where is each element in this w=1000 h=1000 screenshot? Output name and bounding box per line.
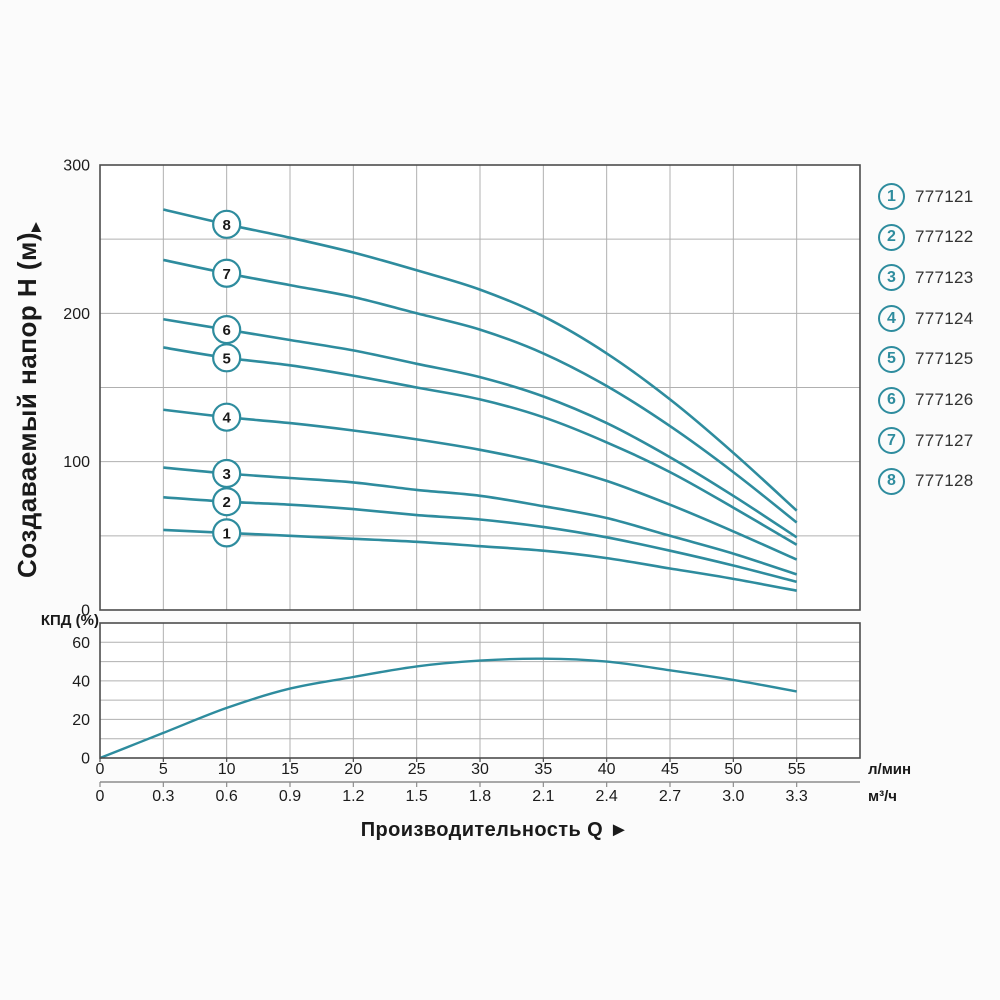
curve-label-circle-7: [212, 258, 242, 288]
x-tick-label-lmin: 10: [218, 761, 236, 778]
efficiency-curve: [99, 657, 797, 760]
pump-curve-8: [163, 208, 798, 512]
x-tick-label-m3h: 3.0: [722, 788, 744, 805]
legend: 1 777121 2 777122 3 777123 4 777124 5 777125 6 7771…: [878, 0, 998, 520]
y-tick-label-efficiency: 40: [72, 673, 90, 690]
legend-item: 4 777124: [878, 305, 974, 333]
x-tick-label-m3h: 0: [96, 788, 105, 805]
pump-curve-6: [163, 317, 798, 539]
x-tick-label-lmin: 40: [598, 761, 616, 778]
curve-label-number-7: 7: [222, 266, 230, 283]
pump-curve-2: [163, 495, 798, 584]
legend-item: 8 777128: [878, 467, 974, 495]
legend-item: 1 777121: [878, 183, 974, 210]
x-unit-lmin: л/мин: [868, 761, 911, 778]
curve-label-number-3: 3: [222, 466, 230, 483]
legend-number-badge: 4: [878, 305, 905, 333]
y-tick-label-main: 0: [81, 603, 90, 620]
x-tick-label-lmin: 25: [408, 761, 426, 778]
legend-item: 6 777126: [878, 386, 974, 414]
y-tick-label-main: 100: [63, 454, 90, 471]
curve-label-circle-3: [212, 458, 242, 489]
x-tick-label-lmin: 55: [788, 761, 806, 778]
x-tick-label-m3h: 2.1: [532, 788, 554, 805]
y-tick-label-main: 300: [63, 158, 90, 175]
x-tick-label-m3h: 0.3: [152, 788, 174, 805]
legend-model-number: 777124: [915, 308, 974, 328]
x-tick-label-lmin: 35: [534, 761, 552, 778]
legend-model-number: 777123: [915, 267, 974, 287]
y-tick-label-main: 200: [63, 306, 90, 323]
curve-label-circle-2: [212, 487, 242, 517]
curve-label-number-2: 2: [222, 494, 230, 511]
x-tick-label-lmin: 15: [281, 761, 299, 778]
legend-number-badge: 7: [878, 427, 905, 455]
curve-label-number-4: 4: [222, 410, 231, 427]
y-tick-label-efficiency: 60: [72, 635, 90, 652]
x-tick-label-lmin: 30: [471, 761, 489, 778]
efficiency-axis-label: КПД (%): [41, 612, 99, 629]
legend-item: 3 777123: [878, 264, 974, 292]
legend-model-number: 777127: [915, 430, 974, 450]
x-tick-label-lmin: 20: [344, 761, 362, 778]
x-tick-label-m3h: 2.4: [596, 788, 618, 805]
pump-curve-1: [163, 528, 797, 592]
x-tick-label-lmin: 45: [661, 761, 679, 778]
curve-label-number-8: 8: [222, 217, 230, 234]
x-tick-label-m3h: 0.6: [216, 788, 238, 805]
x-tick-label-m3h: 3.3: [786, 788, 808, 805]
legend-number-badge: 8: [878, 467, 905, 495]
y-tick-label-efficiency: 0: [81, 751, 90, 768]
pump-curve-3: [163, 466, 798, 576]
legend-number-badge: 2: [878, 223, 905, 251]
x-tick-label-m3h: 2.7: [659, 788, 681, 805]
x-tick-label-m3h: 1.8: [469, 788, 491, 805]
legend-number-badge: 5: [878, 345, 905, 373]
x-unit-m3h: м³/ч: [868, 788, 897, 805]
curve-label-number-6: 6: [222, 322, 230, 339]
x-axis-title: Производительность Q ►: [361, 819, 629, 841]
legend-item: 5 777125: [878, 345, 974, 373]
x-tick-label-lmin: 50: [724, 761, 742, 778]
legend-model-number: 777122: [915, 227, 974, 247]
pump-curve-4: [163, 408, 798, 561]
curve-label-circle-1: [212, 518, 242, 548]
x-tick-label-m3h: 1.5: [406, 788, 428, 805]
y-axis-title: Создаваемый напор Н (м): [12, 232, 42, 578]
legend-item: 2 777122: [878, 223, 974, 251]
pump-curve-5: [163, 346, 798, 546]
legend-item: 7 777127: [878, 427, 974, 455]
x-tick-label-lmin: 5: [159, 761, 168, 778]
x-tick-label-m3h: 1.2: [342, 788, 364, 805]
curve-label-circle-5: [212, 343, 242, 373]
curve-label-circle-6: [212, 315, 242, 345]
y-axis-up-arrow-icon: ▲: [28, 217, 45, 236]
main-plot-border: [99, 164, 861, 611]
x-tick-label-lmin: 0: [96, 761, 105, 778]
legend-model-number: 777125: [915, 349, 974, 369]
legend-model-number: 777128: [915, 471, 974, 491]
legend-number-badge: 6: [878, 386, 905, 414]
pump-curve-7: [163, 258, 798, 524]
legend-model-number: 777121: [915, 186, 974, 206]
curve-label-circle-8: [212, 209, 242, 239]
y-tick-label-efficiency: 20: [72, 712, 90, 729]
x-tick-label-m3h: 0.9: [279, 788, 301, 805]
legend-number-badge: 3: [878, 264, 905, 292]
curve-label-number-1: 1: [222, 525, 230, 542]
legend-model-number: 777126: [915, 390, 974, 409]
curve-label-circle-4: [212, 402, 242, 432]
legend-number-badge: 1: [878, 183, 905, 210]
curve-label-number-5: 5: [222, 350, 230, 367]
